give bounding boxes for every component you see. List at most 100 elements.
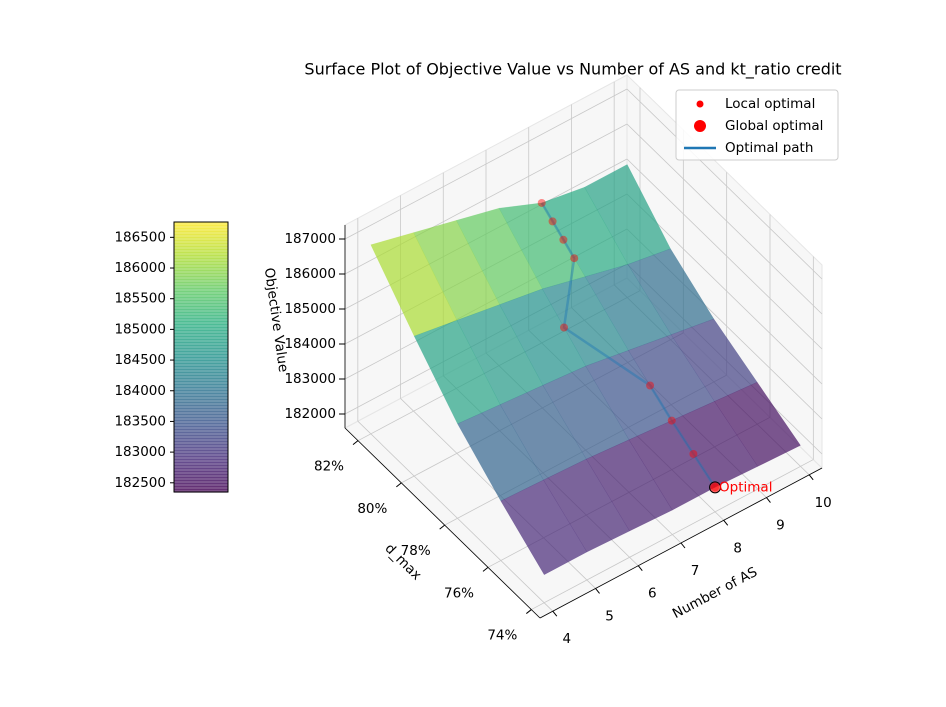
local-optimal-point — [559, 235, 568, 244]
colorbar-slice — [174, 237, 228, 241]
colorbar-slice — [174, 483, 228, 487]
colorbar-slice — [174, 441, 228, 445]
legend-label: Global optimal — [725, 118, 823, 134]
colorbar-tick-label: 186000 — [114, 260, 166, 276]
colorbar-slice — [174, 390, 228, 394]
colorbar-slice — [174, 285, 228, 289]
colorbar-slice — [174, 348, 228, 352]
colorbar-slice — [174, 267, 228, 271]
y-tick — [352, 440, 359, 446]
legend-marker — [696, 100, 704, 108]
colorbar-slice — [174, 396, 228, 400]
colorbar-slice — [174, 381, 228, 385]
colorbar-slice — [174, 282, 228, 286]
colorbar-slice — [174, 342, 228, 346]
colorbar-tick-label: 184500 — [114, 352, 166, 368]
colorbar-slice — [174, 456, 228, 460]
colorbar-tick-label: 184000 — [114, 383, 166, 399]
x-tick-label: 8 — [733, 540, 742, 556]
colorbar-slice — [174, 324, 228, 328]
colorbar-slice — [174, 477, 228, 481]
surface-patch — [585, 439, 673, 532]
surface-patch — [370, 232, 458, 337]
colorbar-slice — [174, 378, 228, 382]
colorbar-slice — [174, 246, 228, 250]
y-tick — [482, 566, 489, 572]
local-optimal-point — [667, 416, 676, 425]
x-tick — [808, 474, 814, 481]
x-tick-label: 9 — [776, 518, 785, 534]
colorbar-slice — [174, 345, 228, 349]
colorbar-slice — [174, 333, 228, 337]
colorbar-slice — [174, 321, 228, 325]
optimal-path — [540, 202, 717, 488]
colorbar-tick-label: 185500 — [114, 291, 166, 307]
z-tick-label: 183000 — [284, 371, 336, 387]
y-tick-label: 74% — [487, 628, 517, 644]
colorbar-slice — [174, 414, 228, 418]
chart-title: Surface Plot of Objective Value vs Numbe… — [304, 60, 841, 80]
colorbar-frame — [173, 221, 229, 493]
local-optimal-point — [537, 198, 546, 207]
colorbar-slice — [174, 294, 228, 298]
colorbar-slice — [174, 393, 228, 397]
y-tick-label: 82% — [314, 459, 344, 475]
colorbar-tick-label: 183500 — [114, 413, 166, 429]
grid-line — [344, 88, 628, 240]
surface-patch — [455, 207, 543, 305]
colorbar-slice — [174, 234, 228, 238]
grid-line — [626, 123, 823, 315]
colorbar-slice — [174, 399, 228, 403]
colorbar-slice — [174, 276, 228, 280]
colorbar-slice — [174, 225, 228, 229]
colorbar-slice — [174, 354, 228, 358]
colorbar-slice — [174, 327, 228, 331]
x-tick — [595, 588, 600, 594]
colorbar-slice — [174, 375, 228, 379]
colorbar-slice — [174, 222, 228, 226]
y-tick-label: 78% — [401, 543, 431, 559]
colorbar-slice — [174, 264, 228, 268]
local-optimal-point — [646, 381, 655, 390]
colorbar-tick-label: 186500 — [114, 229, 166, 245]
x-tick-label: 7 — [691, 563, 700, 579]
colorbar-slice — [174, 405, 228, 409]
x-tick-label: 10 — [815, 495, 832, 511]
colorbar-slice — [174, 249, 228, 253]
y-tick — [439, 524, 445, 530]
y-axis-line — [344, 427, 541, 619]
colorbar-slice — [174, 300, 228, 304]
grid-line — [626, 158, 823, 350]
y-tick — [396, 482, 402, 488]
colorbar-slice — [174, 486, 228, 490]
colorbar-slice — [174, 261, 228, 265]
colorbar-slice — [174, 489, 228, 493]
colorbar-slice — [174, 336, 228, 340]
colorbar-slice — [174, 315, 228, 319]
colorbar-slice — [174, 417, 228, 421]
colorbar-slice — [174, 429, 228, 433]
colorbar-slice — [174, 435, 228, 439]
legend-box — [675, 89, 839, 161]
colorbar-slice — [174, 432, 228, 436]
grid-line — [531, 459, 814, 610]
legend-marker — [694, 120, 706, 132]
z-tick-label: 185000 — [284, 301, 336, 317]
colorbar-slice — [174, 318, 228, 322]
surface-patch — [500, 479, 588, 576]
z-tick-label: 182000 — [284, 406, 336, 422]
colorbar-slice — [174, 303, 228, 307]
colorbar-slice — [174, 231, 228, 235]
legend-label: Local optimal — [725, 96, 815, 112]
local-optimal-point — [548, 217, 557, 226]
colorbar-slice — [174, 453, 228, 457]
colorbar-slice — [174, 402, 228, 406]
colorbar-slice — [174, 474, 228, 478]
colorbar-slice — [174, 363, 228, 367]
colorbar-slice — [174, 279, 228, 283]
colorbar-slice — [174, 423, 228, 427]
colorbar-slice — [174, 468, 228, 472]
colorbar-slice — [174, 444, 228, 448]
legend-label: Optimal path — [725, 140, 813, 156]
